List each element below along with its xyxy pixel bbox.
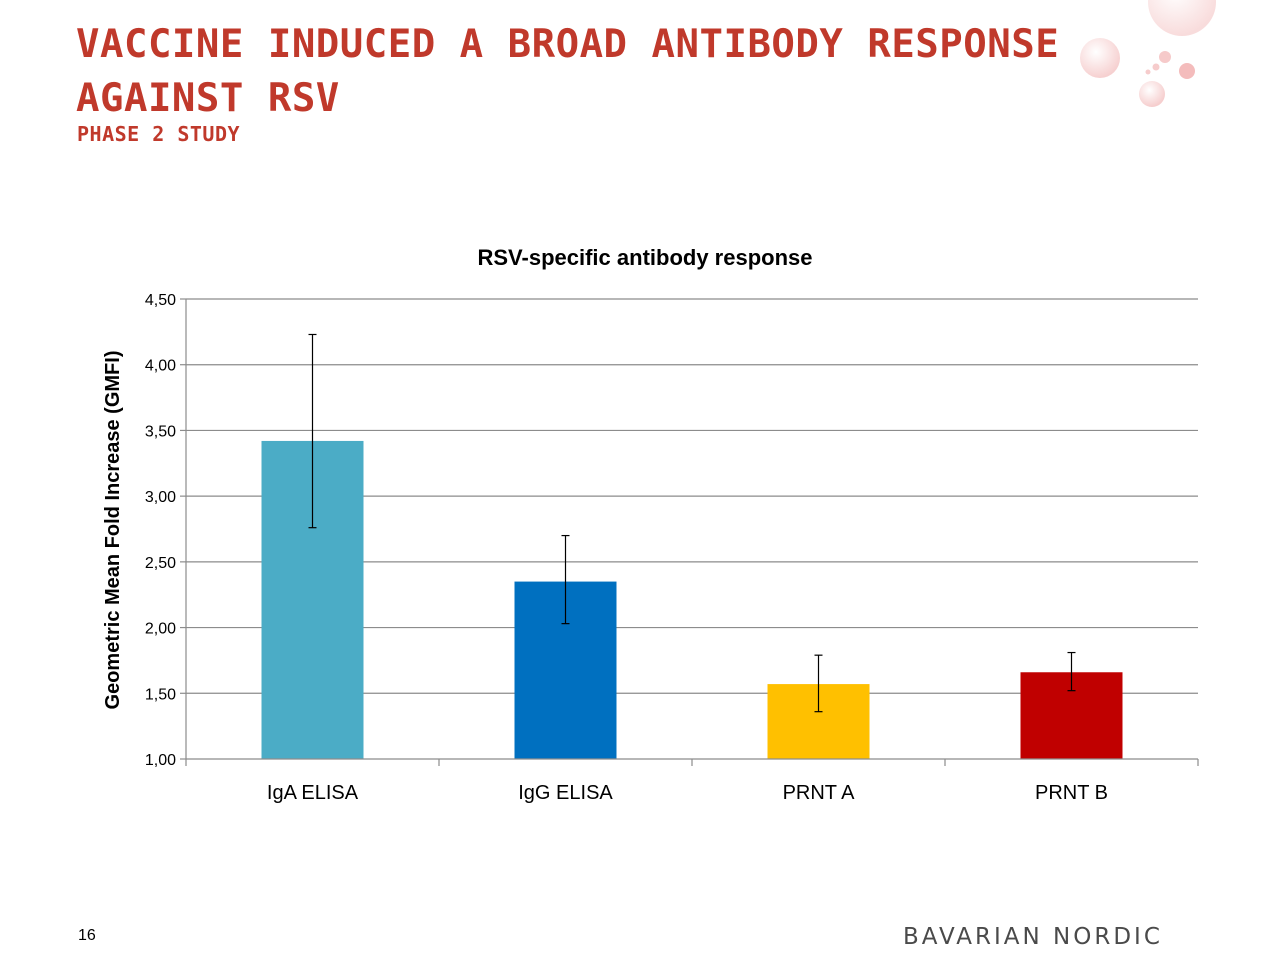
x-tick-label: PRNT A <box>783 782 856 804</box>
x-tick-labels: IgA ELISA IgG ELISA PRNT A PRNT B <box>267 782 1108 804</box>
slide-subtitle: PHASE 2 STUDY <box>77 122 241 146</box>
bars <box>261 440 1123 759</box>
x-tick-label: IgA ELISA <box>267 782 359 804</box>
page-number: 16 <box>78 927 96 944</box>
y-tick-labels: 1,00 1,50 2,00 2,50 3,00 3,50 4,00 4,50 <box>145 292 176 769</box>
y-tick-label: 3,50 <box>145 423 176 440</box>
y-tick-label: 3,00 <box>145 489 176 506</box>
y-tick-label: 4,00 <box>145 358 176 375</box>
error-bars <box>308 333 1076 713</box>
x-tick-label: PRNT B <box>1035 782 1108 804</box>
x-tick-label: IgG ELISA <box>518 782 613 804</box>
slide-title-line-1: VACCINE INDUCED A BROAD ANTIBODY RESPONS… <box>76 22 1060 67</box>
axes <box>185 299 1199 766</box>
chart-title: RSV-specific antibody response <box>478 245 813 270</box>
brand-logo: BAVARIAN NORDIC <box>903 924 1163 950</box>
y-tick-label: 1,00 <box>145 752 176 769</box>
y-tick-label: 2,50 <box>145 555 176 572</box>
y-axis-label: Geometric Mean Fold Increase (GMFI) <box>102 351 124 710</box>
slide-title: VACCINE INDUCED A BROAD ANTIBODY RESPONS… <box>76 18 1059 126</box>
y-tick-label: 2,00 <box>145 621 176 638</box>
y-tick-label: 4,50 <box>145 292 176 309</box>
y-tick-label: 1,50 <box>145 686 176 703</box>
slide-title-line-2: AGAINST RSV <box>76 76 340 121</box>
bubbles-icon <box>1080 0 1216 107</box>
